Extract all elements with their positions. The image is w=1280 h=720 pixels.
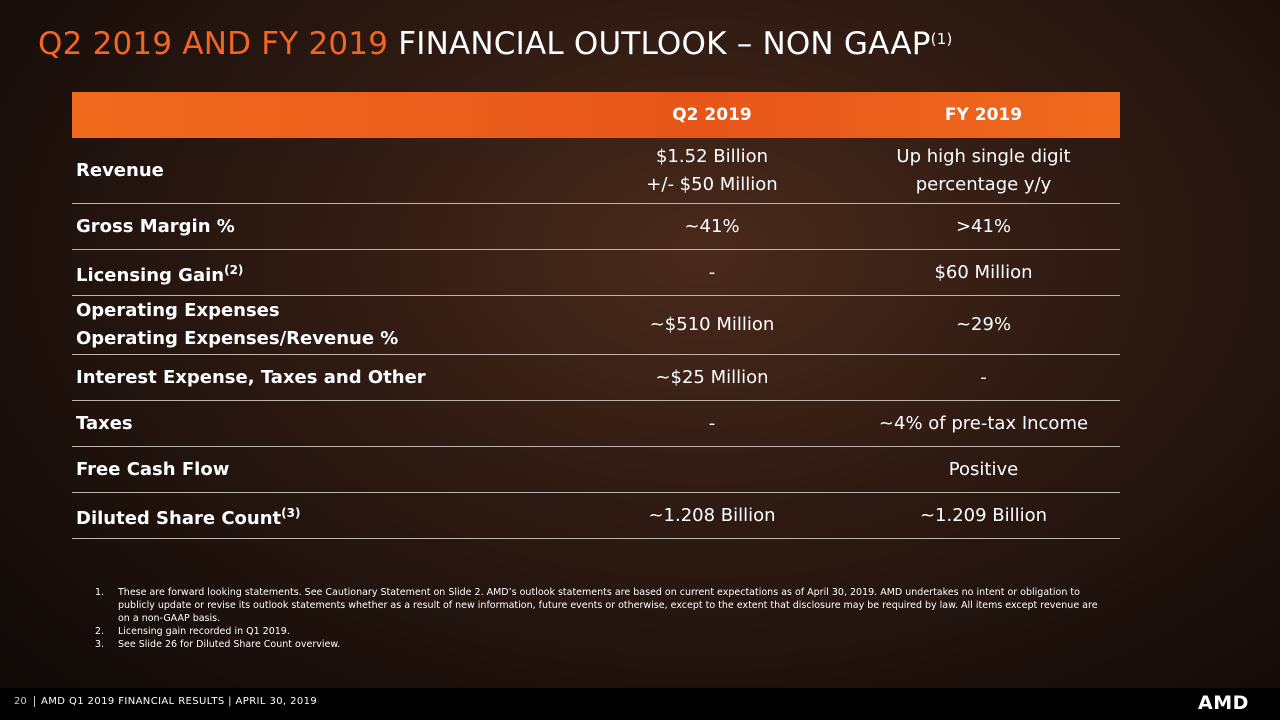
table-row: Interest Expense, Taxes and Other ~$25 Mi…	[72, 355, 1120, 401]
cell: ~1.208 Billion	[577, 502, 847, 530]
logo: AMD	[1198, 692, 1249, 714]
footnotes: 1. These are forward looking statements. …	[95, 586, 1105, 651]
footnote-text: Licensing gain recorded in Q1 2019.	[118, 626, 290, 637]
header-row: Q2 2019 FY 2019	[72, 92, 1120, 138]
page-number: 20	[14, 696, 27, 707]
footnote-text: See Slide 26 for Diluted Share Count ove…	[118, 639, 341, 650]
title-sup: (1)	[930, 30, 953, 48]
cell-line: -	[980, 366, 987, 388]
cell: Up high single digit percentage y/y	[847, 143, 1120, 199]
cell-line: percentage y/y	[915, 173, 1052, 195]
cell: >41%	[847, 213, 1120, 241]
table-row: Operating Expenses Operating Expenses/Rev…	[72, 296, 1120, 355]
label-line: Revenue	[76, 159, 164, 181]
cell: Positive	[847, 456, 1120, 484]
cell-line: +/- $50 Million	[646, 173, 778, 195]
cell: -	[577, 259, 847, 287]
cell: ~41%	[577, 213, 847, 241]
row-label: Gross Margin %	[72, 213, 577, 241]
cell-line: ~1.209 Billion	[919, 504, 1048, 526]
table-row: Diluted Share Count(3) ~1.208 Billion ~1.2…	[72, 493, 1120, 539]
footnote-text: These are forward looking statements. Se…	[118, 587, 1098, 624]
table-row: Revenue $1.52 Billion +/- $50 Million Up hi…	[72, 138, 1120, 204]
label-line: Free Cash Flow	[76, 458, 230, 480]
cell-line: ~$25 Million	[655, 366, 769, 388]
footnote: 3. See Slide 26 for Diluted Share Count o…	[95, 638, 1105, 651]
footer-text: AMD Q1 2019 FINANCIAL RESULTS | APRIL 30…	[34, 696, 317, 707]
column-header: FY 2019	[944, 105, 1023, 125]
row-label: Diluted Share Count(3)	[72, 499, 577, 533]
cell: ~$25 Million	[577, 364, 847, 392]
cell-line: $60 Million	[934, 261, 1033, 283]
row-label: Taxes	[72, 410, 577, 438]
cell-line: -	[708, 412, 716, 434]
cell-line: $1.52 Billion	[655, 145, 769, 167]
cell-line: >41%	[955, 215, 1012, 237]
cell-line: ~29%	[955, 314, 1012, 335]
footnote-number: 3.	[95, 639, 105, 650]
footer: 20 AMD Q1 2019 FINANCIAL RESULTS | APRIL…	[0, 688, 1280, 720]
cell: -	[847, 364, 1120, 392]
cell-line: Positive	[948, 458, 1019, 480]
table: Q2 2019 FY 2019 Revenue $1.52 Billion +/- …	[72, 92, 1120, 539]
row-label: Licensing Gain(2)	[72, 256, 577, 290]
cell: ~29%	[847, 311, 1120, 339]
label-sup: (3)	[281, 505, 301, 520]
cell: $60 Million	[847, 259, 1120, 287]
cell-line: ~$510 Million	[649, 314, 775, 335]
label-line: Operating Expenses	[76, 300, 280, 321]
row-label: Interest Expense, Taxes and Other	[72, 364, 577, 392]
footnote-number: 2.	[95, 626, 105, 637]
label-line: Taxes	[76, 412, 133, 434]
label-line: Interest Expense, Taxes and Other	[76, 366, 426, 388]
footnote: 2. Licensing gain recorded in Q1 2019.	[95, 625, 1105, 638]
cell-line: Up high single digit	[896, 145, 1071, 167]
label-line: Licensing Gain(2)	[76, 262, 244, 286]
row-label: Free Cash Flow	[72, 456, 577, 484]
table-row: Gross Margin % ~41% >41%	[72, 204, 1120, 250]
cell: ~4% of pre-tax Income	[847, 410, 1120, 438]
label-line: Diluted Share Count(3)	[76, 505, 301, 529]
cell-line: -	[708, 261, 716, 283]
footnote: 1. These are forward looking statements. …	[95, 586, 1105, 625]
title-white: FINANCIAL OUTLOOK – NON GAAP	[398, 26, 931, 62]
cell-line: ~41%	[684, 215, 740, 237]
cell: ~$510 Million	[577, 311, 847, 339]
row-label: Revenue	[72, 157, 577, 185]
title-orange: Q2 2019 AND FY 2019	[38, 26, 389, 62]
cell-line: ~1.208 Billion	[648, 504, 776, 526]
title: Q2 2019 AND FY 2019 FINANCIAL OUTLOOK – …	[38, 26, 953, 62]
cell: $1.52 Billion +/- $50 Million	[577, 143, 847, 199]
cell: ~1.209 Billion	[847, 502, 1120, 530]
row-label: Operating Expenses Operating Expenses/Rev…	[72, 297, 577, 353]
label-line: Operating Expenses/Revenue %	[76, 328, 399, 349]
table-row: Free Cash Flow Positive	[72, 447, 1120, 493]
footnote-number: 1.	[95, 587, 105, 598]
label-line: Gross Margin %	[76, 215, 235, 237]
column-header: Q2 2019	[672, 105, 752, 125]
cell: -	[577, 410, 847, 438]
label-sup: (2)	[224, 262, 244, 277]
table-row: Licensing Gain(2) - $60 Million	[72, 250, 1120, 296]
cell-line: ~4% of pre-tax Income	[878, 412, 1089, 434]
table-row: Taxes - ~4% of pre-tax Income	[72, 401, 1120, 447]
